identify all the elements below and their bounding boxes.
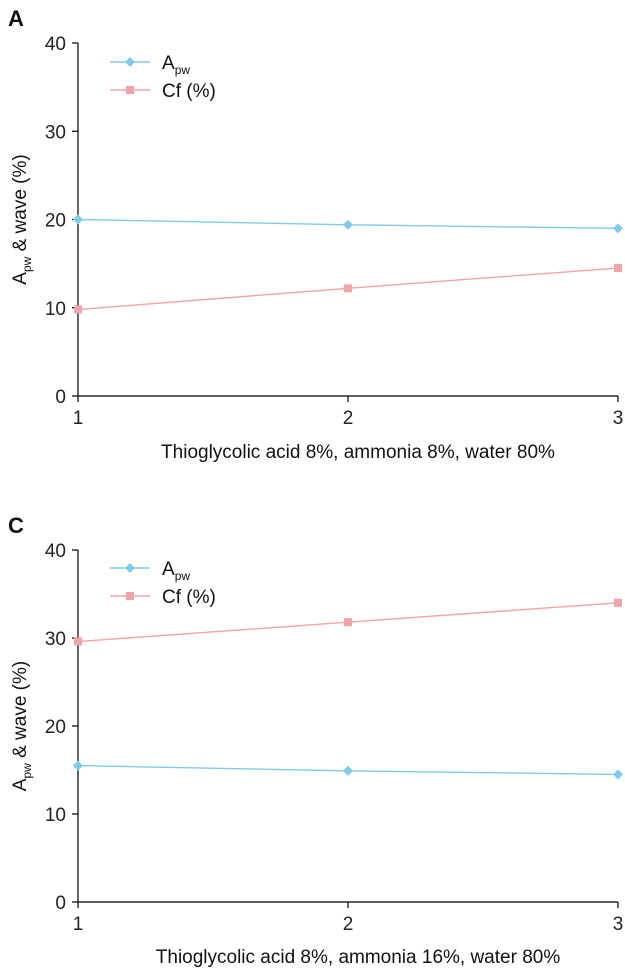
y-tick-label: 0 — [55, 893, 66, 914]
legend-swatch-marker — [126, 592, 134, 600]
data-point — [614, 264, 622, 273]
data-point — [613, 769, 623, 780]
panel-label: C — [8, 513, 24, 538]
x-tick-label: 1 — [73, 408, 84, 429]
legend-swatch-marker — [126, 86, 134, 94]
chart-panel-a: A 0 10 20 30 40 1 2 3 Thioglycolic acid 8%, ammon… — [8, 6, 623, 463]
data-point — [343, 219, 353, 230]
x-tick-label: 2 — [343, 914, 354, 935]
data-point — [73, 760, 83, 771]
chart-panel-c: C 0 10 20 30 40 1 2 3 Thioglycolic acid 8%, ammon… — [8, 513, 623, 968]
legend-swatch-marker — [125, 57, 135, 67]
y-axis-label-sub: pw — [20, 763, 34, 779]
data-point — [74, 305, 82, 314]
legend-label-main: A — [162, 53, 175, 74]
y-axis-label-main: A — [10, 778, 31, 791]
y-tick-label: 20 — [45, 211, 66, 232]
x-tick-label: 2 — [343, 408, 354, 429]
legend-label-sub: pw — [175, 569, 191, 583]
data-point — [344, 618, 352, 627]
legend-label-main: Cf (%) — [162, 81, 216, 102]
legend-label-sub: pw — [175, 63, 191, 77]
data-point — [614, 598, 622, 607]
y-axis-label: Apw & wave (%) — [10, 661, 34, 791]
data-point — [74, 637, 82, 646]
y-axis-label-main: A — [10, 272, 31, 285]
y-axis-label-rest: & wave (%) — [10, 661, 31, 763]
y-tick-label: 40 — [45, 541, 66, 562]
data-point — [73, 214, 83, 225]
y-tick-label: 40 — [45, 34, 66, 55]
y-tick-label: 10 — [45, 299, 66, 320]
data-point — [344, 284, 352, 293]
legend-label: Cf (%) — [162, 81, 216, 102]
y-tick-label: 10 — [45, 805, 66, 826]
y-axis-label-rest: & wave (%) — [10, 154, 31, 256]
x-axis-label: Thioglycolic acid 8%, ammonia 16%, water… — [156, 947, 561, 968]
x-tick-label: 3 — [613, 914, 624, 935]
panel-label: A — [8, 6, 24, 31]
x-tick-label: 1 — [73, 914, 84, 935]
x-axis-label: Thioglycolic acid 8%, ammonia 8%, water … — [161, 442, 555, 463]
legend-swatch-marker — [125, 563, 135, 573]
legend-label-main: Cf (%) — [162, 587, 216, 608]
data-point — [343, 765, 353, 776]
y-axis-label-sub: pw — [20, 256, 34, 272]
legend-label: Apw — [162, 53, 190, 77]
x-tick-label: 3 — [613, 408, 624, 429]
y-tick-label: 30 — [45, 629, 66, 650]
legend-label-main: A — [162, 559, 175, 580]
data-point — [613, 223, 623, 234]
legend-label: Apw — [162, 559, 190, 583]
y-tick-label: 20 — [45, 717, 66, 738]
y-axis-label: Apw & wave (%) — [10, 154, 34, 284]
y-tick-label: 0 — [55, 387, 66, 408]
y-tick-label: 30 — [45, 122, 66, 143]
legend-label: Cf (%) — [162, 587, 216, 608]
